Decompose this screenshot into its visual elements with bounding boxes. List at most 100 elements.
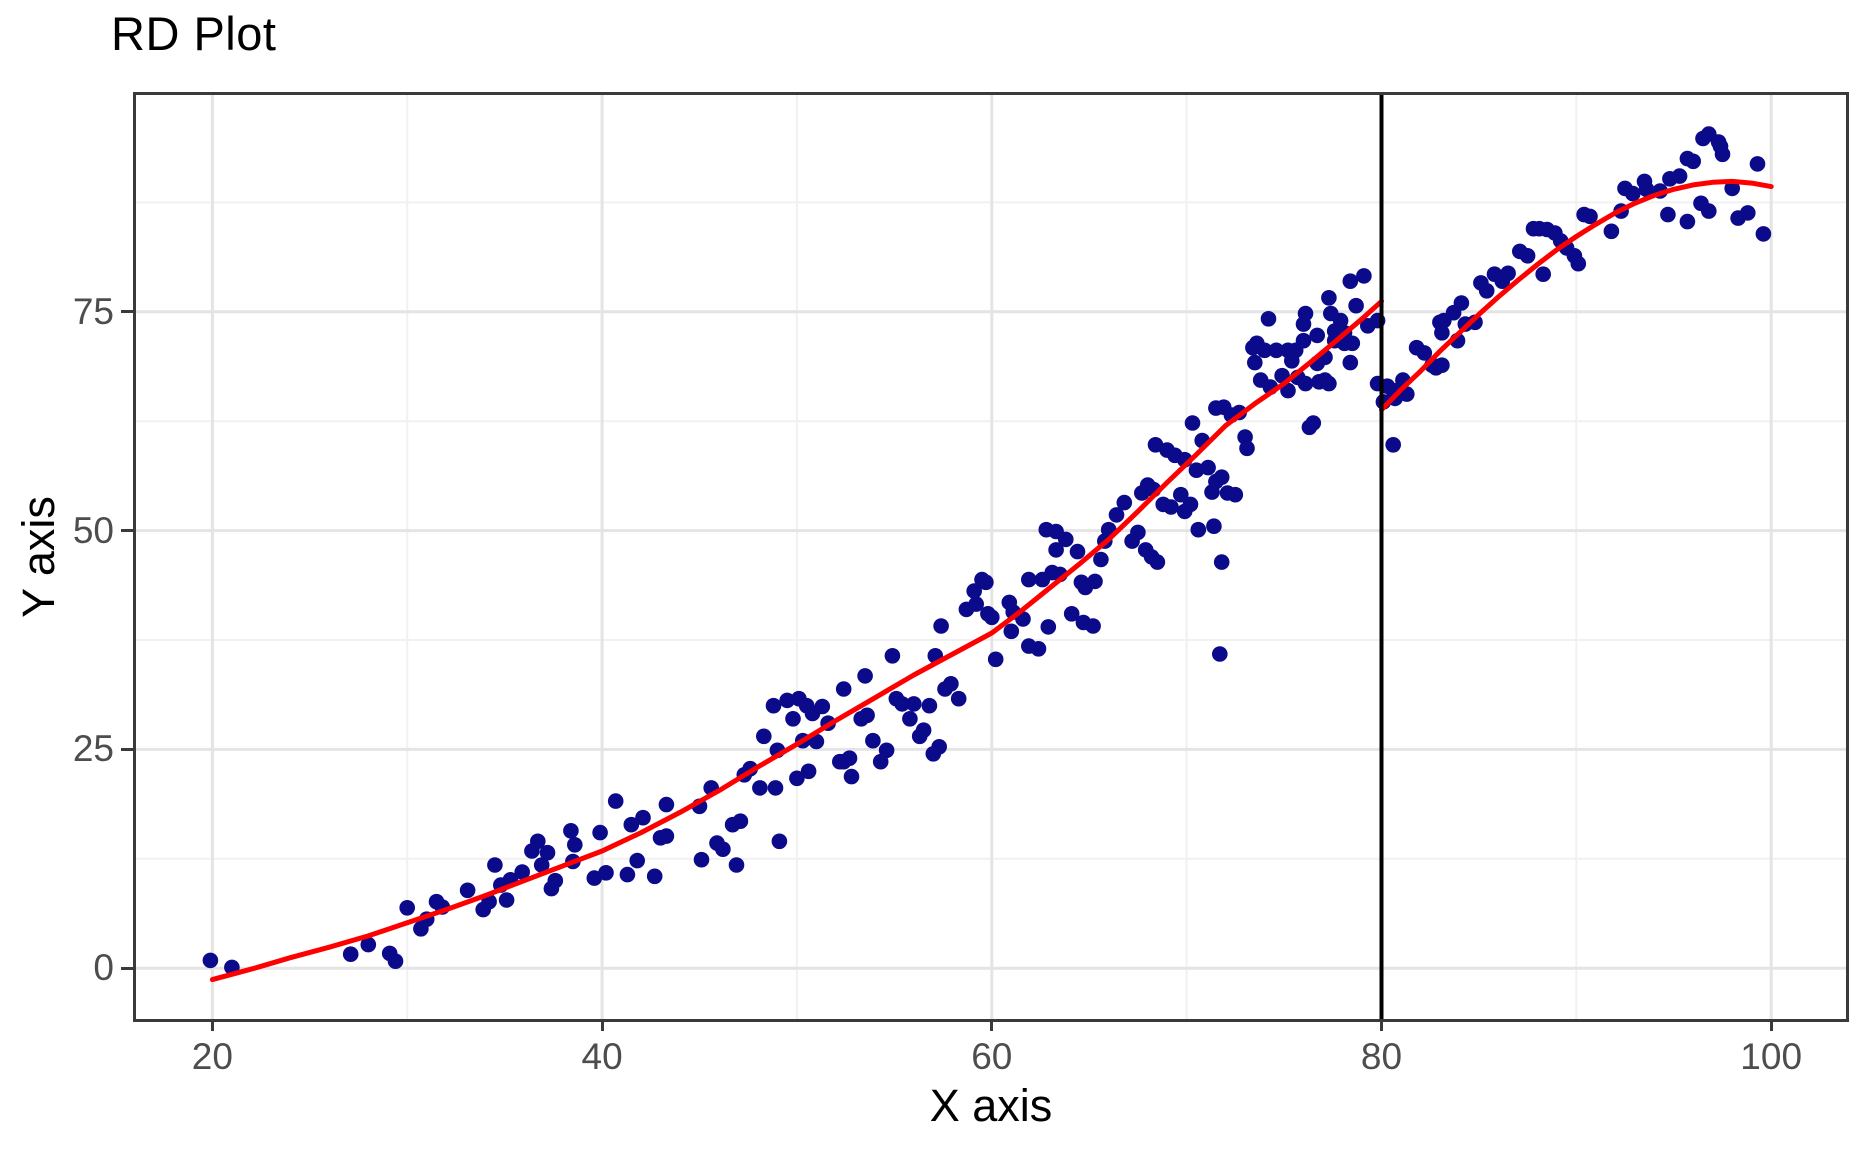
data-point xyxy=(635,809,651,826)
y-tick-label: 25 xyxy=(72,728,114,770)
data-point xyxy=(978,574,994,591)
data-point xyxy=(1348,297,1364,314)
data-point xyxy=(360,936,377,953)
plot-panel xyxy=(133,92,1849,1022)
data-point xyxy=(1416,345,1433,361)
plot-canvas xyxy=(136,95,1846,1019)
data-point xyxy=(1260,311,1277,327)
data-point xyxy=(1625,185,1641,202)
x-tick-label: 60 xyxy=(971,1036,1013,1077)
data-point xyxy=(1385,437,1401,453)
data-point xyxy=(1116,494,1133,511)
data-point xyxy=(968,596,984,612)
y-tick-label: 0 xyxy=(93,947,114,989)
data-point xyxy=(1213,469,1230,486)
data-point xyxy=(1671,168,1688,184)
data-point xyxy=(658,828,675,844)
y-tick-mark xyxy=(121,966,133,970)
x-tick-mark xyxy=(600,1022,604,1031)
data-point xyxy=(586,870,603,886)
data-point xyxy=(1048,542,1064,558)
y-tick-label: 50 xyxy=(72,509,114,551)
data-point xyxy=(1212,646,1228,662)
data-point xyxy=(1085,618,1101,634)
data-point xyxy=(771,833,788,850)
data-point xyxy=(530,833,546,850)
data-point xyxy=(906,696,922,712)
data-point xyxy=(728,857,745,873)
data-point xyxy=(785,711,801,727)
data-point xyxy=(629,852,645,869)
data-point xyxy=(1749,156,1766,172)
data-point xyxy=(966,583,982,599)
y-tick-label: 75 xyxy=(72,290,114,332)
data-point xyxy=(1069,543,1086,560)
data-point xyxy=(933,618,949,634)
data-point xyxy=(1309,327,1325,344)
y-tick-mark xyxy=(121,529,133,533)
data-point xyxy=(1030,641,1047,657)
data-point xyxy=(732,813,749,829)
y-tick-mark xyxy=(121,310,133,314)
data-point xyxy=(715,841,731,857)
data-point xyxy=(1679,213,1696,230)
data-point xyxy=(859,707,875,724)
data-point xyxy=(1342,354,1359,371)
data-point xyxy=(1190,521,1207,538)
data-point xyxy=(1434,357,1450,374)
data-point xyxy=(779,692,795,709)
data-point xyxy=(915,722,932,738)
data-point xyxy=(878,742,895,759)
data-point xyxy=(943,676,959,692)
data-point xyxy=(765,697,782,714)
data-point xyxy=(598,865,614,881)
data-point xyxy=(1321,290,1337,306)
fit-line-left xyxy=(209,298,1384,983)
data-point xyxy=(1434,325,1450,341)
data-point xyxy=(1755,226,1772,242)
data-point xyxy=(1356,268,1372,284)
data-point xyxy=(931,739,947,755)
data-point xyxy=(1297,375,1314,392)
data-point xyxy=(1063,606,1080,622)
data-point xyxy=(894,696,910,712)
data-point xyxy=(835,681,852,697)
data-point xyxy=(1163,499,1179,515)
data-point xyxy=(1239,440,1255,457)
data-point xyxy=(1685,153,1701,170)
x-axis-title: X axis xyxy=(929,1080,1053,1131)
data-point xyxy=(1740,205,1756,221)
data-point xyxy=(865,732,881,749)
data-point xyxy=(1268,342,1285,359)
data-point xyxy=(1570,255,1587,272)
data-point xyxy=(1295,332,1312,349)
y-tick-mark xyxy=(121,747,133,751)
data-point xyxy=(514,864,530,880)
data-point xyxy=(1093,551,1109,568)
data-point xyxy=(1040,619,1057,635)
data-point xyxy=(563,823,579,839)
data-point xyxy=(623,816,640,833)
data-point xyxy=(800,763,817,780)
data-point xyxy=(921,697,938,714)
x-tick-mark xyxy=(990,1022,994,1031)
data-point xyxy=(202,952,219,969)
data-point xyxy=(567,837,583,853)
data-point xyxy=(459,882,476,899)
data-point xyxy=(1147,437,1164,453)
data-point xyxy=(1184,415,1201,431)
y-axis-title: Y axis xyxy=(13,496,64,618)
data-point xyxy=(1021,571,1037,588)
x-tick-label: 80 xyxy=(1360,1036,1403,1077)
data-point xyxy=(814,698,831,715)
x-tick-label: 20 xyxy=(191,1036,233,1077)
data-point xyxy=(1247,354,1263,371)
x-tick-label: 40 xyxy=(581,1036,623,1077)
data-point xyxy=(693,851,710,868)
data-point xyxy=(1297,305,1314,322)
x-tick-mark xyxy=(1769,1022,1773,1031)
data-point xyxy=(1200,459,1216,476)
data-point xyxy=(1724,180,1740,197)
data-point xyxy=(841,750,858,766)
data-point xyxy=(1714,146,1731,163)
